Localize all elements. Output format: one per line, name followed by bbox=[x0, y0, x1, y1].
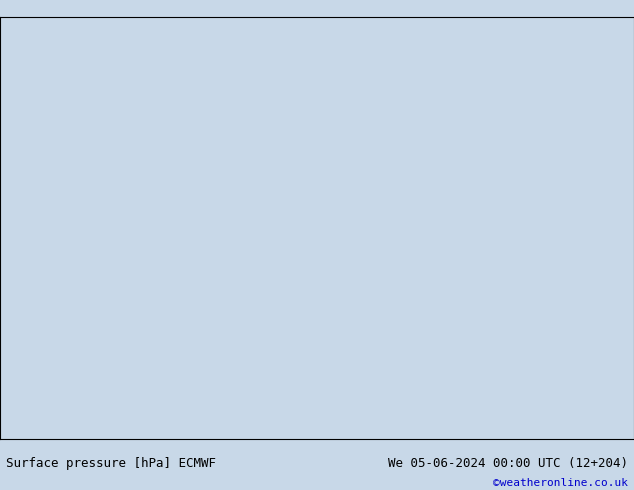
Text: ©weatheronline.co.uk: ©weatheronline.co.uk bbox=[493, 478, 628, 488]
Text: We 05-06-2024 00:00 UTC (12+204): We 05-06-2024 00:00 UTC (12+204) bbox=[387, 457, 628, 470]
Text: Surface pressure [hPa] ECMWF: Surface pressure [hPa] ECMWF bbox=[6, 457, 216, 470]
